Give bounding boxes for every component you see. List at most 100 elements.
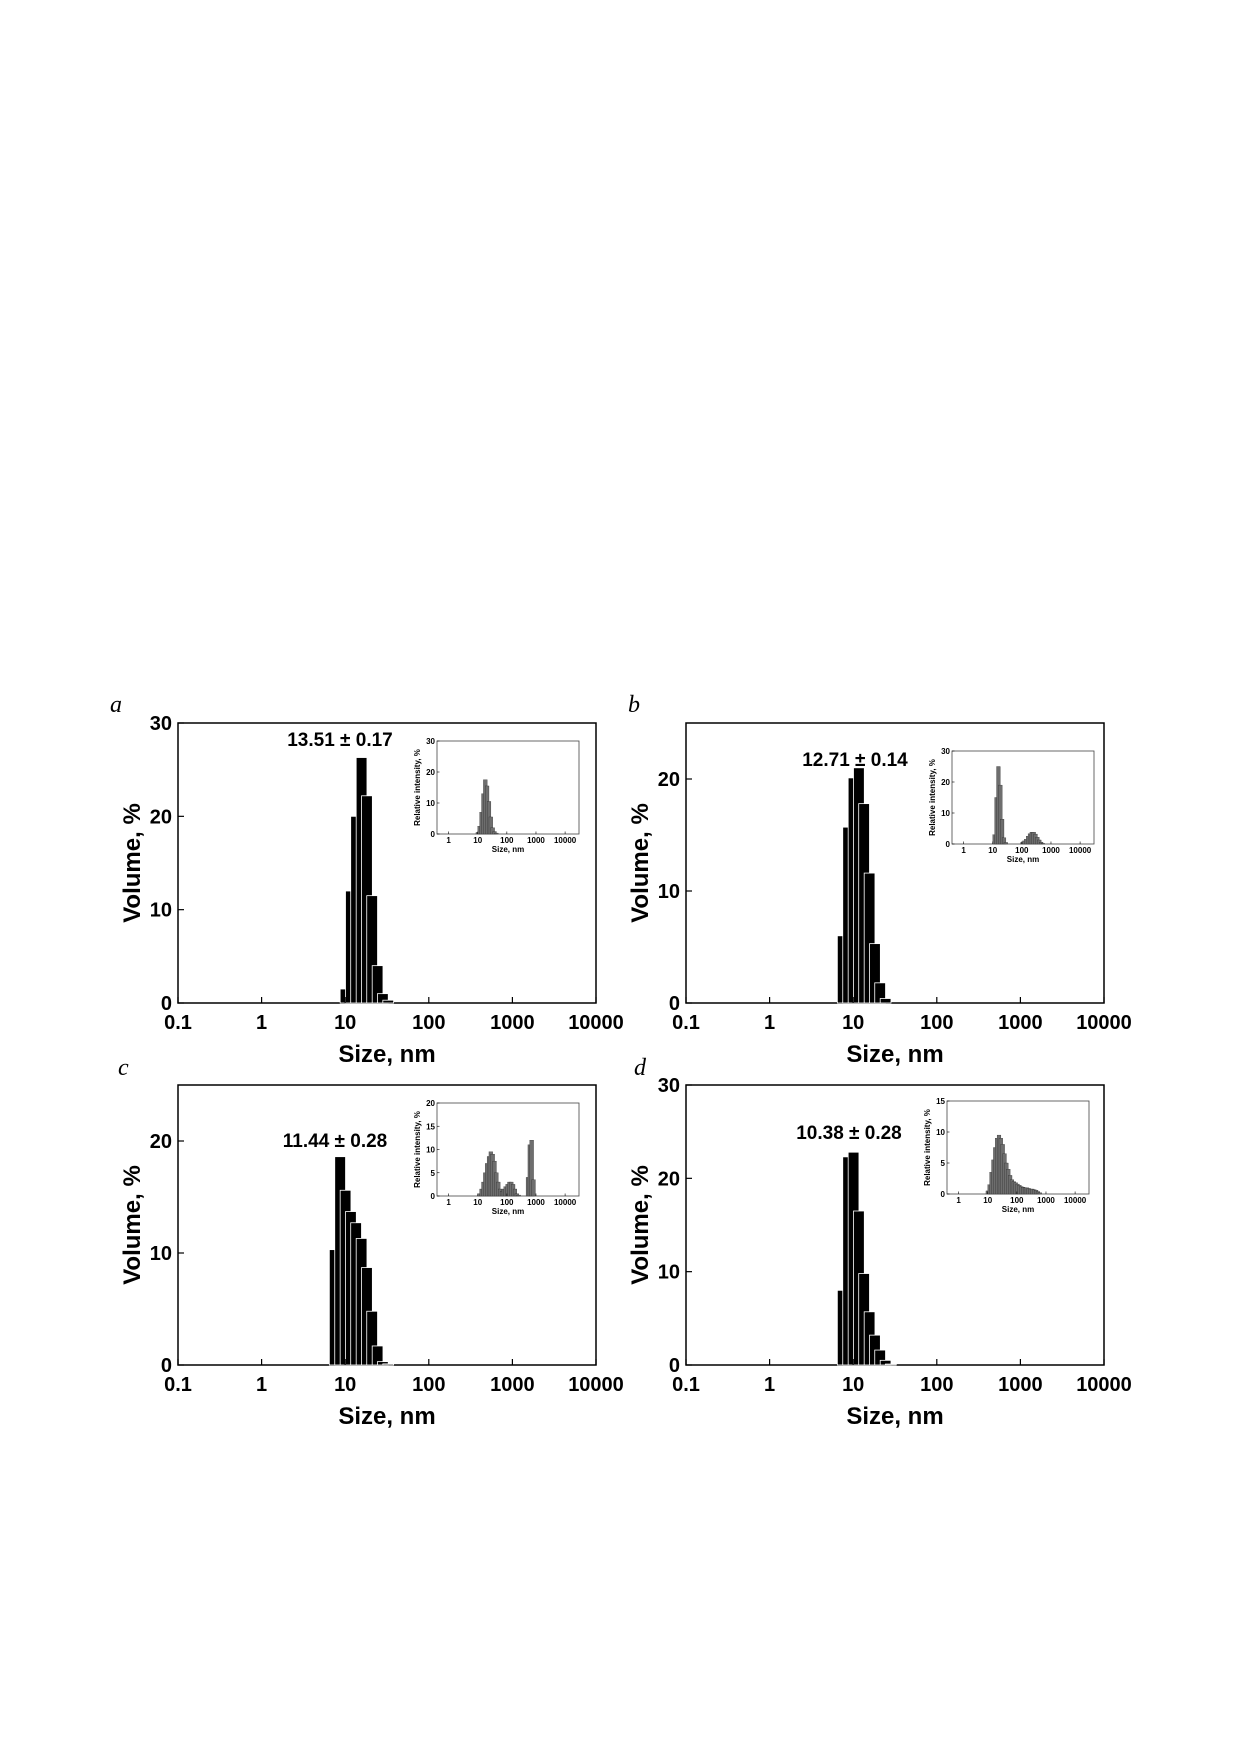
y-tick-label: 20 (150, 806, 172, 828)
panel-letter: c (118, 1055, 129, 1081)
inset-x-tick-label: 1000 (527, 836, 545, 845)
inset-frame (436, 740, 580, 835)
size-annotation: 11.44 ± 0.28 (283, 1131, 387, 1152)
y-axis-title: Volume, % (627, 803, 654, 923)
y-tick-label: 20 (658, 1168, 680, 1190)
bar (382, 999, 395, 1004)
panel-a: a 0.1 1 10 100 1000 10000 0 10 20 30 Size, nm Volume… (110, 692, 624, 1068)
inset-x-axis-title: Size, nm (1007, 855, 1039, 864)
inset-x-tick-label: 1000 (1042, 846, 1060, 855)
inset-x-tick-label: 1 (961, 846, 966, 855)
inset-x-tick-label: 1000 (1037, 1196, 1055, 1205)
inset-frame (951, 750, 1095, 845)
inset-y-tick-label: 20 (941, 778, 950, 787)
x-tick-label: 100 (920, 1012, 953, 1034)
x-tick-label: 1 (764, 1012, 775, 1034)
inset-x-axis-title: Size, nm (492, 845, 524, 854)
inset-bar (1040, 843, 1045, 845)
inset-x-tick-label: 100 (1010, 1196, 1024, 1205)
x-axis-title: Size, nm (846, 1403, 943, 1430)
y-axis-title: Volume, % (119, 803, 146, 923)
y-tick-label: 20 (150, 1131, 172, 1153)
inset-x-axis-title: Size, nm (492, 1207, 524, 1216)
y-tick-label: 0 (161, 1355, 172, 1377)
inset-frame (946, 1100, 1090, 1195)
inset-y-tick-label: 0 (946, 840, 951, 849)
x-tick-label: 10000 (1076, 1012, 1132, 1034)
x-tick-label: 100 (920, 1374, 953, 1396)
x-tick-label: 1 (256, 1374, 267, 1396)
inset-x-tick-label: 1 (446, 1198, 451, 1207)
inset-y-axis-title: Relative intensity, % (928, 759, 937, 836)
inset-y-tick-label: 15 (426, 1122, 435, 1131)
inset-x-tick-label: 10000 (1069, 846, 1092, 855)
y-axis-title: Volume, % (119, 1165, 146, 1285)
y-tick-label: 30 (150, 713, 172, 735)
inset-x-tick-label: 10000 (554, 836, 577, 845)
y-tick-label: 20 (658, 769, 680, 791)
y-tick-label: 10 (150, 1243, 172, 1265)
inset-x-tick-label: 1 (956, 1196, 961, 1205)
y-tick-label: 0 (669, 1355, 680, 1377)
y-tick-label: 10 (658, 1262, 680, 1284)
x-tick-label: 10000 (1076, 1374, 1132, 1396)
x-axis-title: Size, nm (338, 1403, 435, 1430)
inset-x-tick-label: 10 (983, 1196, 992, 1205)
inset-x-tick-label: 10000 (1064, 1196, 1087, 1205)
inset-frame (436, 1102, 580, 1197)
x-tick-label: 0.1 (672, 1374, 700, 1396)
size-annotation: 10.38 ± 0.28 (796, 1123, 902, 1144)
inset-x-tick-label: 10 (473, 1198, 482, 1207)
inset-y-tick-label: 20 (426, 768, 435, 777)
inset-bar (1003, 842, 1008, 845)
size-annotation: 12.71 ± 0.14 (802, 750, 908, 771)
panel-letter: b (628, 692, 640, 718)
inset-bar (494, 832, 499, 835)
x-axis-title: Size, nm (338, 1041, 435, 1068)
y-tick-label: 0 (669, 993, 680, 1015)
inset-y-tick-label: 5 (941, 1159, 946, 1168)
inset-y-tick-label: 30 (426, 737, 435, 746)
y-tick-label: 10 (150, 900, 172, 922)
inset-bar (516, 1194, 521, 1197)
x-tick-label: 10000 (568, 1374, 624, 1396)
x-tick-label: 1000 (998, 1012, 1043, 1034)
x-tick-label: 1 (256, 1012, 267, 1034)
inset-x-axis-title: Size, nm (1002, 1205, 1034, 1214)
inset-y-tick-label: 5 (431, 1169, 436, 1178)
inset-y-axis-title: Relative intensity, % (413, 1111, 422, 1188)
inset-bar (1037, 1192, 1042, 1195)
panel-letter: a (110, 692, 122, 718)
y-tick-label: 30 (658, 1075, 680, 1097)
inset-y-tick-label: 0 (431, 1192, 436, 1201)
x-tick-label: 1 (764, 1374, 775, 1396)
inset-chart: 1 10 100 1000 10000 0 10 20 30 Size, nm Relative i… (413, 737, 580, 854)
inset-y-tick-label: 15 (936, 1097, 945, 1106)
inset-bar (531, 1179, 536, 1197)
x-tick-label: 100 (412, 1374, 445, 1396)
x-tick-label: 10 (842, 1012, 864, 1034)
y-tick-label: 10 (658, 881, 680, 903)
x-tick-label: 10 (334, 1012, 356, 1034)
bar (382, 1363, 395, 1366)
panel-letter: d (634, 1055, 647, 1081)
x-tick-label: 10 (334, 1374, 356, 1396)
inset-y-tick-label: 10 (426, 799, 435, 808)
inset-y-axis-title: Relative intensity, % (923, 1109, 932, 1186)
inset-chart: 1 10 100 1000 10000 0 10 20 30 Size, nm Relative i… (928, 747, 1095, 864)
inset-x-tick-label: 10 (473, 836, 482, 845)
inset-x-tick-label: 100 (500, 836, 514, 845)
inset-y-tick-label: 10 (941, 809, 950, 818)
inset-x-tick-label: 1000 (527, 1198, 545, 1207)
y-tick-label: 0 (161, 993, 172, 1015)
bar (879, 998, 892, 1004)
x-tick-label: 0.1 (164, 1012, 192, 1034)
inset-x-tick-label: 100 (500, 1198, 514, 1207)
x-tick-label: 100 (412, 1012, 445, 1034)
y-axis-title: Volume, % (627, 1165, 654, 1285)
x-tick-label: 0.1 (672, 1012, 700, 1034)
panel-d: d 0.1 1 10 100 1000 10000 0 10 20 30 Size, nm Volume… (627, 1055, 1132, 1430)
